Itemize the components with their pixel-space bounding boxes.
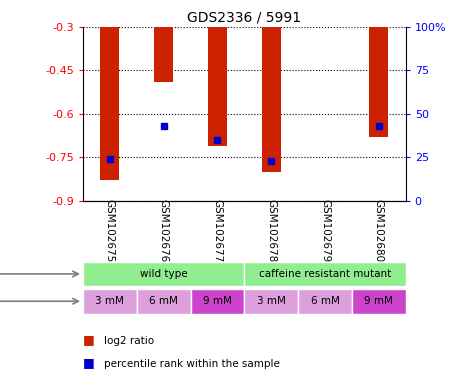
Text: log2 ratio: log2 ratio [104,336,154,346]
Bar [262,27,281,172]
Bar [244,289,298,313]
Text: 9 mM: 9 mM [364,296,393,306]
Text: GSM102678: GSM102678 [266,199,276,262]
Text: GSM102675: GSM102675 [105,199,115,262]
Bar [83,289,137,313]
Bar [369,27,388,137]
Text: GSM102679: GSM102679 [320,199,330,262]
Text: 6 mM: 6 mM [149,296,178,306]
Text: caffeine resistant mutant: caffeine resistant mutant [259,269,391,279]
Bar [352,289,406,313]
Text: 3 mM: 3 mM [257,296,286,306]
Bar [190,289,244,313]
Bar [244,262,406,286]
Bar [298,289,352,313]
Text: ■: ■ [83,333,95,346]
Bar [100,27,119,180]
Text: ■: ■ [83,356,95,369]
Text: GSM102676: GSM102676 [159,199,169,262]
Bar [83,262,244,286]
Text: 9 mM: 9 mM [203,296,232,306]
Text: wild type: wild type [140,269,188,279]
Text: 6 mM: 6 mM [311,296,339,306]
Title: GDS2336 / 5991: GDS2336 / 5991 [187,10,301,24]
Bar [137,289,190,313]
Text: GSM102677: GSM102677 [213,199,223,262]
Bar [154,27,173,82]
Bar [208,27,227,146]
Text: 3 mM: 3 mM [95,296,124,306]
Text: GSM102680: GSM102680 [374,199,384,262]
Text: percentile rank within the sample: percentile rank within the sample [104,359,280,369]
